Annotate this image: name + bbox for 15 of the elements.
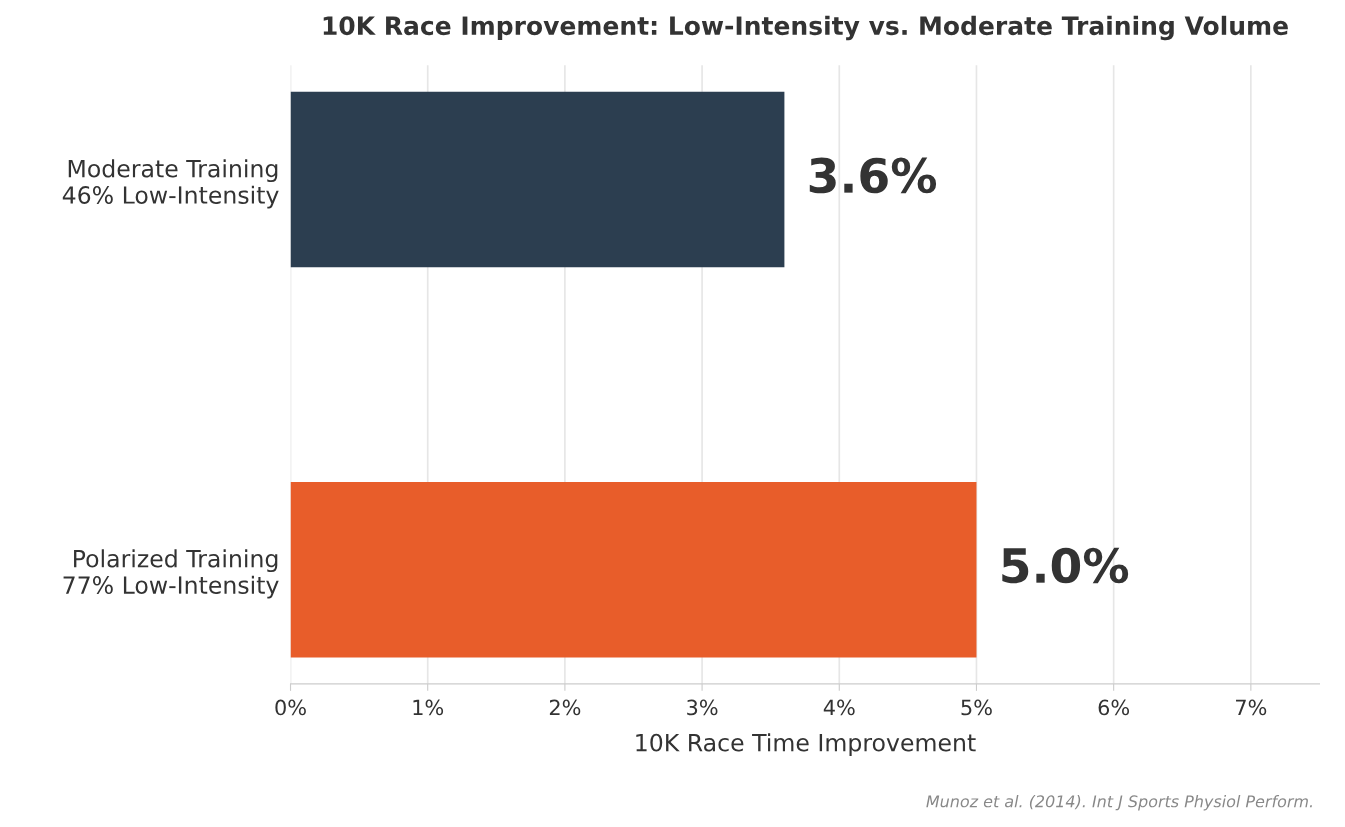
y-tick-label: Moderate Training 46% Low-Intensity bbox=[62, 159, 279, 209]
x-tick-label: 4% bbox=[823, 699, 855, 716]
x-tick-label: 3% bbox=[687, 699, 718, 716]
y-tick-label: Polarized Training 77% Low-Intensity bbox=[63, 549, 279, 599]
x-tick-label: 2% bbox=[549, 699, 581, 716]
text: Munoz et al. (2014). Int J Sports Physiol Perform. bbox=[926, 795, 1312, 811]
x-tick-label: 0% bbox=[275, 699, 306, 716]
x-tick-label: 6% bbox=[1098, 699, 1130, 716]
x-tick-label: 1% bbox=[413, 699, 444, 716]
x-axis-title: 10K Race Time Improvement bbox=[636, 733, 976, 757]
data-label: 3.6% bbox=[809, 157, 937, 194]
data-label: 5.0% bbox=[1002, 547, 1129, 584]
x-tick-label: 7% bbox=[1236, 699, 1267, 716]
x-tick-label: 5% bbox=[961, 699, 992, 716]
chart-title: 10K Race Improvement: Low-Intensity vs. Moderate Training Volume bbox=[323, 15, 1288, 41]
